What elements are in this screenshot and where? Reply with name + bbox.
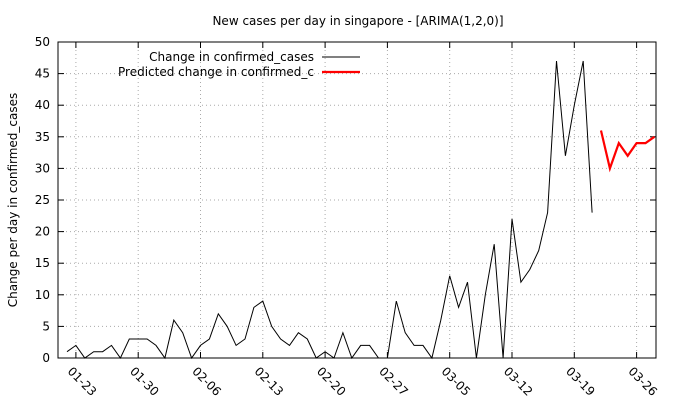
x-tick-label: 03-19 (563, 364, 598, 399)
x-tick-label: 01-23 (65, 364, 100, 399)
x-tick-label: 02-13 (252, 364, 287, 399)
x-tick-label: 01-30 (127, 364, 162, 399)
y-tick-label: 50 (35, 35, 50, 49)
series-line-2 (599, 130, 656, 173)
y-tick-label: 10 (35, 288, 50, 302)
y-tick-label: 15 (35, 256, 50, 270)
y-tick-label: 5 (42, 319, 50, 333)
chart-title: New cases per day in singapore - [ARIMA(… (212, 14, 503, 28)
x-tick-label: 03-26 (625, 364, 660, 399)
y-tick-label: 0 (42, 351, 50, 365)
grid (58, 42, 656, 358)
x-tick-label: 02-06 (189, 364, 224, 399)
series (66, 60, 656, 360)
series-line-1 (66, 60, 593, 360)
x-tick-label: 02-27 (376, 364, 411, 399)
legend-label-2: Predicted change in confirmed_c (118, 65, 314, 79)
x-tick-label: 03-12 (501, 364, 536, 399)
y-tick-label: 30 (35, 161, 50, 175)
y-tick-label: 20 (35, 225, 50, 239)
y-tick-label: 35 (35, 130, 50, 144)
y-tick-label: 40 (35, 98, 50, 112)
y-axis-title: Change per day in confirmed_cases (6, 93, 20, 308)
y-tick-label: 45 (35, 67, 50, 81)
x-tick-label: 03-05 (439, 364, 474, 399)
y-tick-label: 25 (35, 193, 50, 207)
legend-label-1: Change in confirmed_cases (149, 50, 314, 64)
x-tick-label: 02-20 (314, 364, 349, 399)
